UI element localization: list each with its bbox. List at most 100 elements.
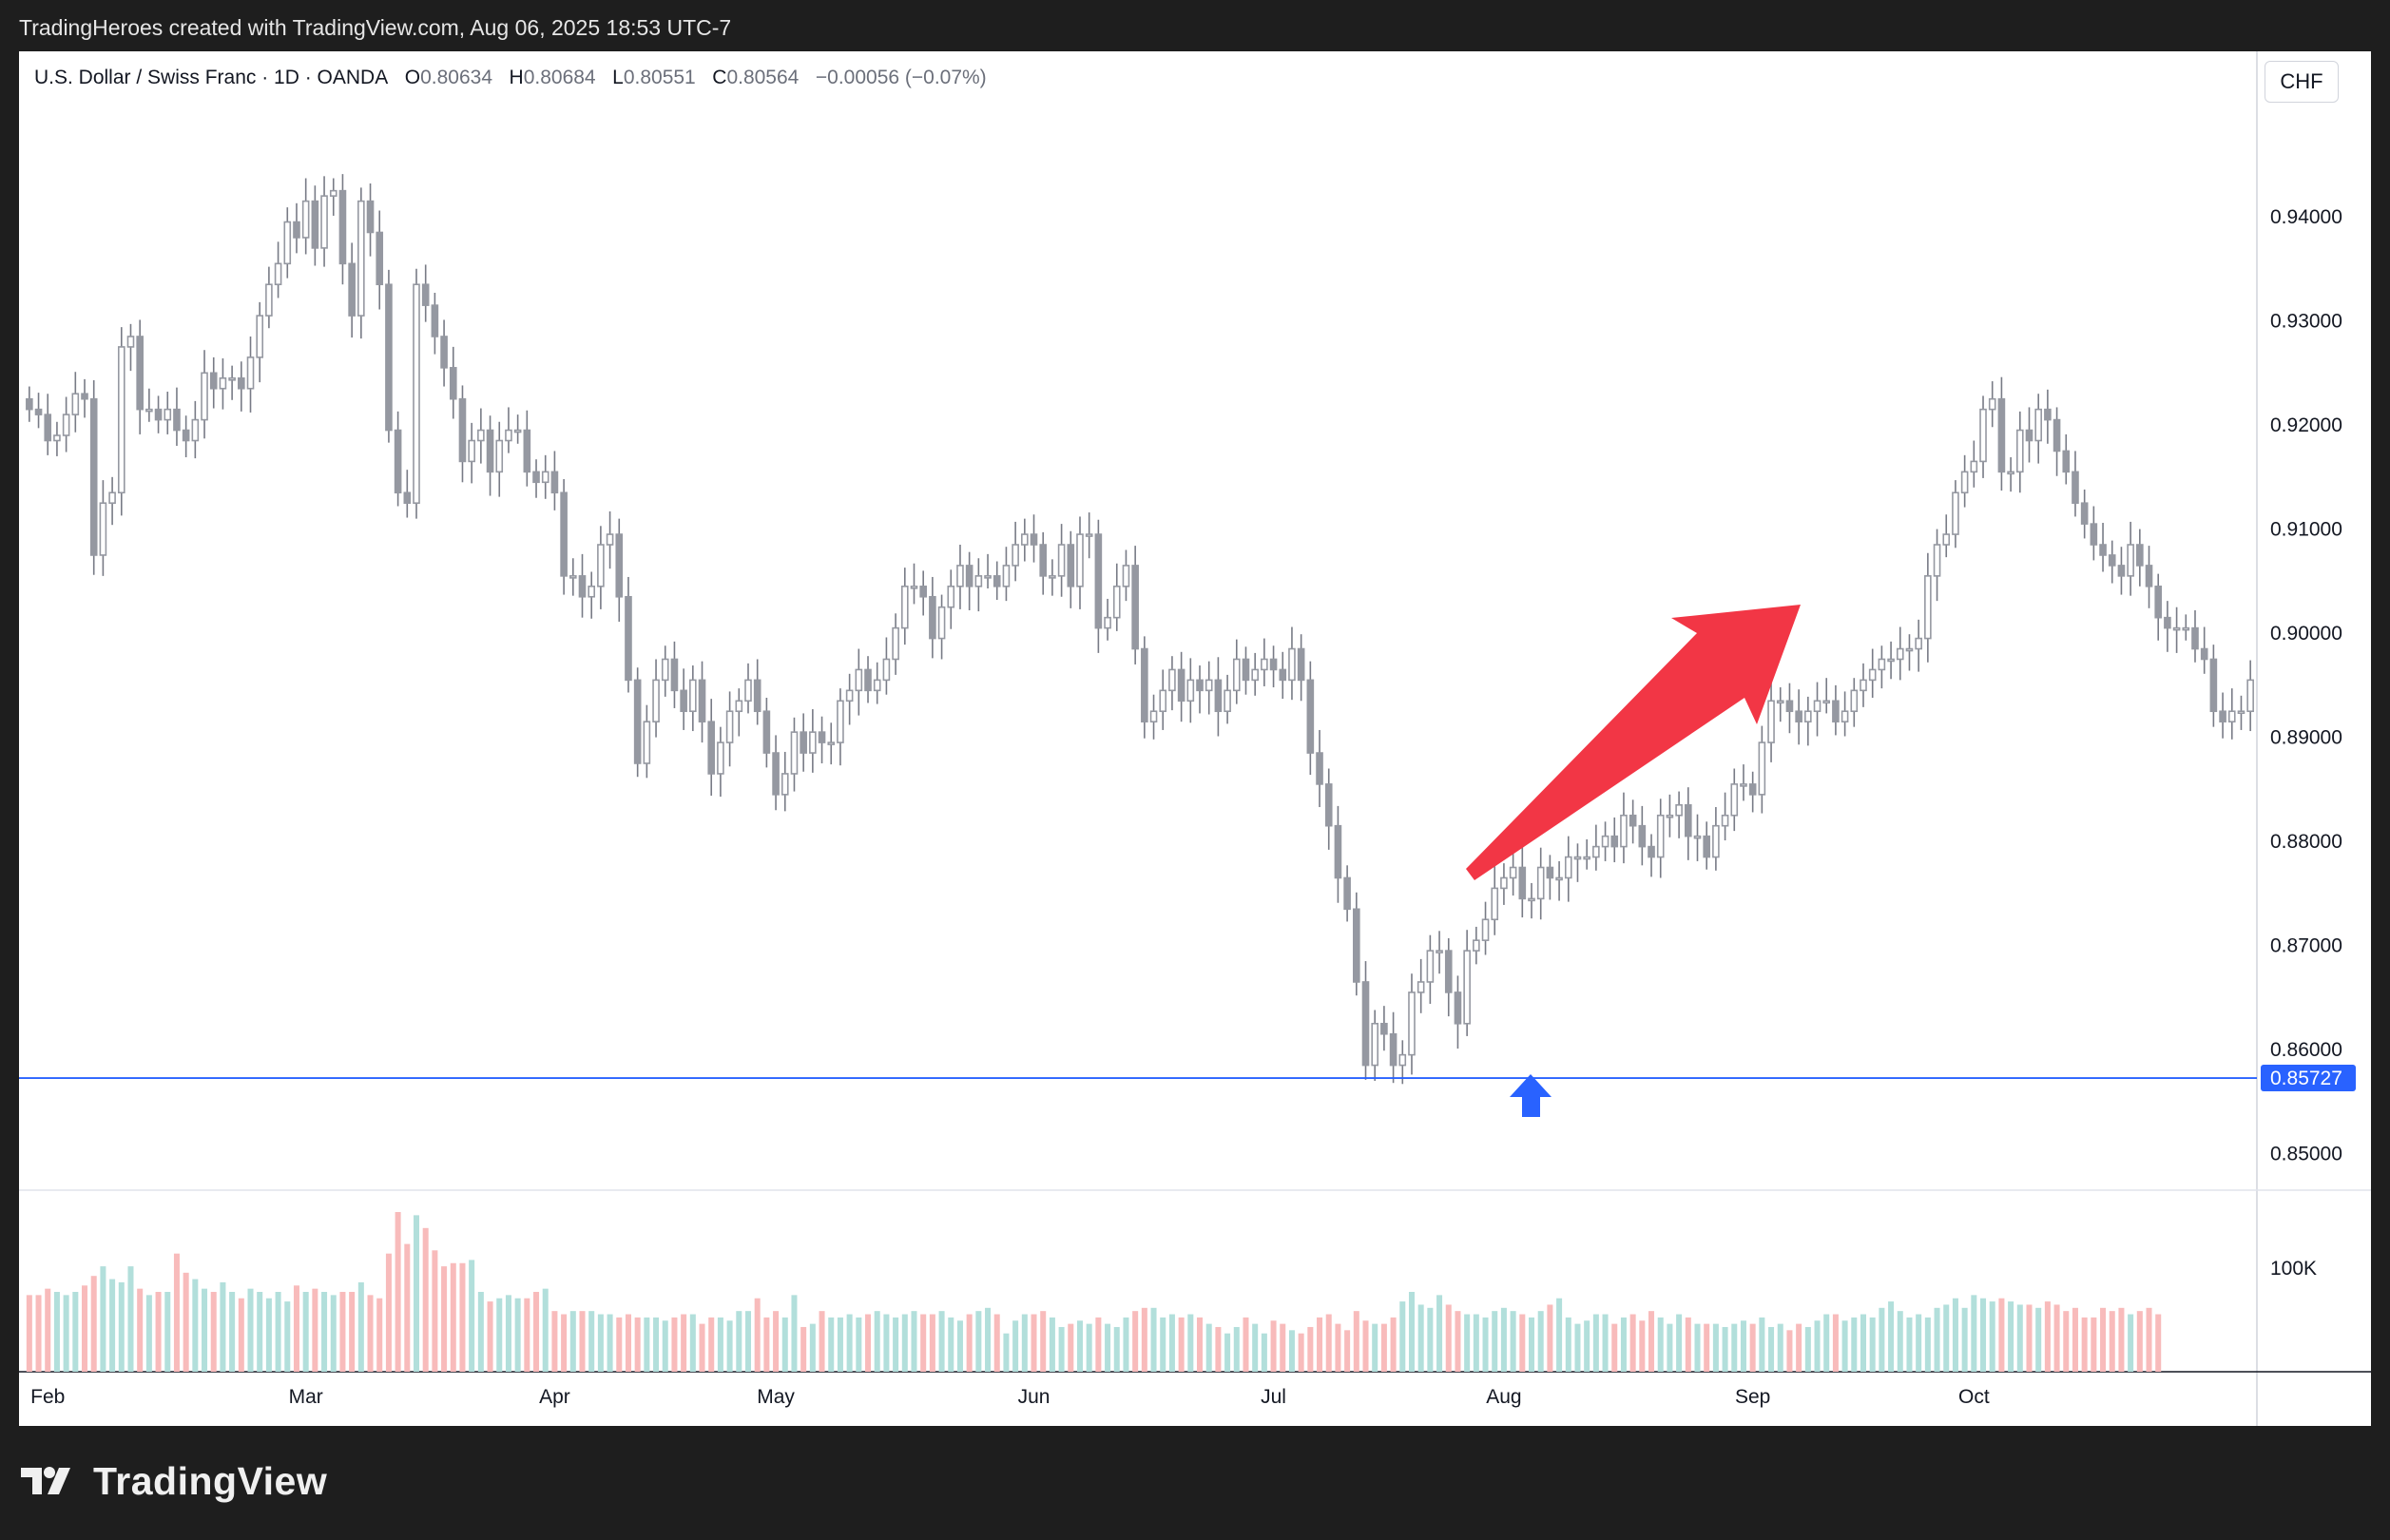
volume-bar: [1537, 1311, 1544, 1372]
candle-body: [1067, 544, 1075, 587]
volume-bar: [597, 1314, 604, 1372]
candle-body: [26, 397, 33, 411]
candle-body: [1629, 814, 1637, 827]
candle-body: [633, 679, 642, 764]
candle-body: [1039, 544, 1048, 577]
chart-canvas[interactable]: 0.85727 0.94000 0.93000 0.92000 0.91000 0.90…: [19, 51, 2371, 1426]
x-tick-label: Aug: [1486, 1386, 1521, 1408]
volume-bar: [533, 1292, 540, 1372]
candle: [301, 178, 310, 255]
candle-body: [541, 471, 549, 484]
volume-bar: [1021, 1314, 1028, 1372]
candle: [108, 476, 116, 526]
candle-body: [238, 376, 245, 390]
candle: [1361, 961, 1370, 1080]
candle-body: [947, 586, 955, 608]
candle: [1168, 656, 1176, 711]
volume-bar: [2072, 1307, 2078, 1372]
volume-bar: [109, 1279, 116, 1372]
candle: [1232, 639, 1241, 704]
candle-body: [1436, 950, 1443, 953]
candle-body: [1334, 824, 1342, 879]
candle-body: [1952, 491, 1959, 535]
volume-bar: [588, 1311, 595, 1372]
candle: [689, 665, 697, 732]
candle: [1804, 696, 1812, 746]
candle-body: [837, 700, 844, 743]
candle-body: [357, 200, 365, 317]
candle: [2209, 645, 2218, 727]
candle: [1868, 648, 1877, 698]
candle: [1500, 863, 1508, 905]
candle: [89, 379, 98, 575]
candle: [265, 266, 273, 329]
volume-bar: [1676, 1314, 1683, 1372]
candle-body: [1094, 533, 1103, 629]
volume-bar: [1860, 1314, 1867, 1372]
candle: [201, 350, 208, 439]
candle: [274, 241, 282, 298]
candle-body: [2015, 429, 2024, 473]
candle-body: [588, 586, 595, 598]
volume-bar: [1749, 1323, 1756, 1372]
volume-bar: [1832, 1314, 1839, 1372]
candle: [1813, 682, 1821, 737]
volume-histogram: [26, 1212, 2162, 1372]
volume-bar: [2008, 1301, 2014, 1372]
candle: [1555, 860, 1563, 901]
candle-body: [1408, 991, 1416, 1056]
candle: [2053, 407, 2061, 476]
candle: [505, 407, 512, 453]
volume-bar: [671, 1317, 678, 1372]
volume-bar: [717, 1317, 723, 1372]
tradingview-brand[interactable]: TradingView: [21, 1459, 327, 1504]
candle-body: [394, 429, 402, 494]
candle: [1860, 663, 1867, 707]
volume-bar: [542, 1288, 549, 1372]
candle-body: [744, 679, 752, 703]
volume-bar: [1141, 1307, 1147, 1372]
candle: [1242, 646, 1250, 695]
volume-bar: [514, 1298, 521, 1372]
candle: [1740, 764, 1747, 801]
candle: [1666, 794, 1674, 837]
volume-bar: [505, 1295, 511, 1372]
candle-body: [2099, 544, 2107, 556]
candle: [394, 411, 402, 507]
candle-body: [1002, 565, 1011, 587]
candle-body: [209, 372, 218, 390]
candle: [1960, 454, 1969, 508]
currency-button[interactable]: CHF: [2265, 61, 2339, 103]
candle-body: [1813, 700, 1821, 713]
candle-body: [1887, 658, 1895, 663]
candle-body: [2136, 544, 2144, 567]
candle: [440, 319, 448, 387]
candle-body: [606, 533, 614, 546]
candle: [1131, 546, 1139, 664]
candle: [403, 470, 412, 518]
candle-body: [117, 346, 125, 494]
candle: [1104, 598, 1111, 641]
candle: [1592, 824, 1600, 871]
candle-body: [1905, 647, 1914, 652]
volume-bar: [689, 1314, 696, 1372]
candle-body: [560, 491, 568, 577]
volume-bar: [865, 1314, 872, 1372]
volume-bar: [302, 1292, 309, 1372]
candle: [1518, 844, 1527, 918]
volume-bar: [1592, 1314, 1599, 1372]
volume-bar: [1178, 1317, 1185, 1372]
candle: [1049, 559, 1056, 596]
candle-body: [1748, 783, 1757, 796]
volume-bar: [1445, 1304, 1452, 1372]
candle-body: [1454, 991, 1462, 1025]
chart-frame[interactable]: 0.85727 0.94000 0.93000 0.92000 0.91000 0.90…: [19, 51, 2371, 1426]
volume-bar: [1584, 1320, 1590, 1372]
candle-body: [1915, 637, 1922, 650]
volume-bar: [477, 1292, 484, 1372]
volume-bar: [202, 1288, 208, 1372]
symbol-legend: U.S. Dollar / Swiss Franc · 1D · OANDA O…: [34, 67, 987, 89]
candle-body: [338, 189, 347, 265]
candle-body: [2080, 502, 2089, 525]
candle-body: [468, 439, 475, 463]
